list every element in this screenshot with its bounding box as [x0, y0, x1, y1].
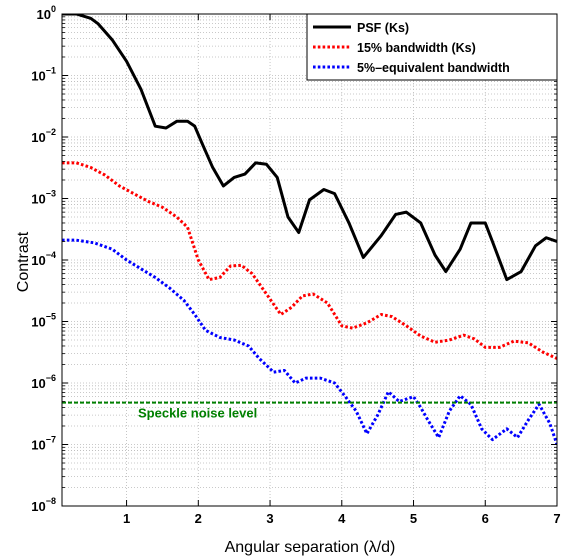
legend-label-2: 15% bandwidth (Ks): [357, 41, 476, 55]
series-layer: [62, 14, 557, 445]
x-tick-label: 5: [410, 511, 417, 526]
speckle-noise-label: Speckle noise level: [138, 406, 257, 421]
x-tick-label: 3: [266, 511, 273, 526]
x-tick-label: 1: [123, 511, 130, 526]
y-axis-label: Contrast: [15, 231, 32, 292]
x-tick-label: 2: [195, 511, 202, 526]
y-tick-label: 10−3: [31, 189, 56, 207]
reference-label-layer: Speckle noise level: [138, 406, 257, 421]
legend-label-3: 5%–equivalent bandwidth: [357, 61, 510, 75]
y-tick-label: 10−2: [31, 127, 56, 145]
y-tick-label: 10−7: [31, 435, 56, 453]
y-tick-label: 10−4: [31, 250, 56, 268]
x-axis-label: Angular separation (λ/d): [225, 539, 396, 556]
series-line-2: [62, 161, 557, 360]
legend: PSF (Ks) 15% bandwidth (Ks) 5%–equivalent …: [306, 13, 558, 81]
y-tick-label: 10−1: [31, 66, 56, 84]
y-tick-label: 10−6: [31, 373, 56, 391]
x-tick-label: 6: [482, 511, 489, 526]
y-tick-label: 10−5: [31, 312, 56, 330]
y-tick-label: 100: [37, 4, 56, 22]
x-tick-labels: 1 2 3 4 5 6 7: [123, 511, 561, 526]
x-tick-label: 4: [338, 511, 346, 526]
series-line-3: [62, 238, 557, 445]
x-tick-label: 7: [553, 511, 560, 526]
legend-label-1: PSF (Ks): [357, 21, 409, 35]
series-line-1: [62, 14, 557, 282]
y-tick-label: 10−8: [31, 496, 56, 514]
y-tick-labels: 10−8 10−7 10−6 10−5 10−4 10−3 10−2 10−1 100: [31, 4, 56, 514]
